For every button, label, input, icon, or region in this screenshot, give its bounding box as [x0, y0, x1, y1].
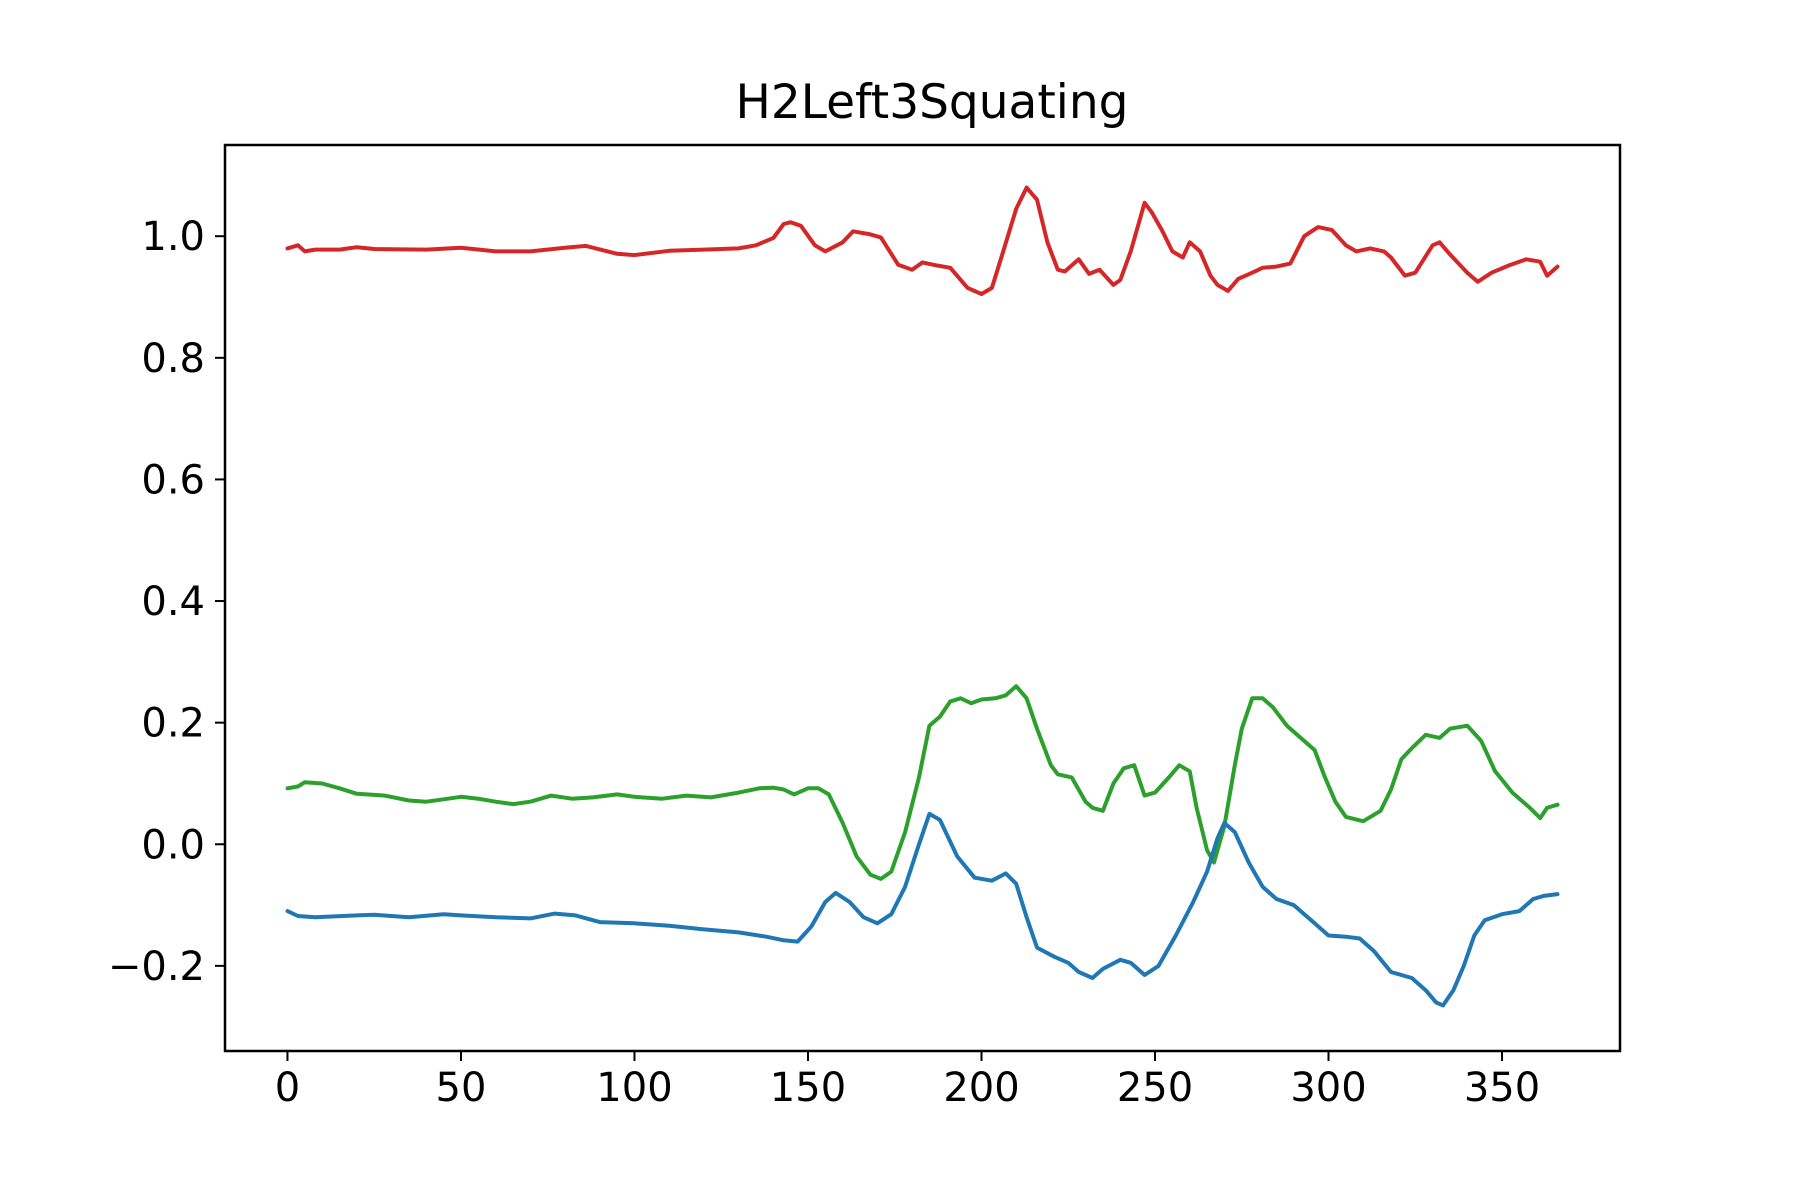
x-tick-label: 150: [770, 1065, 846, 1111]
y-tick-label: 0.6: [141, 457, 205, 503]
series-layer: [285, 185, 1560, 1008]
y-tick-label: 0.2: [141, 701, 205, 747]
y-tick-label: 0.8: [141, 336, 205, 382]
x-tick-label: 0: [275, 1065, 300, 1111]
y-tick-label: 0.0: [141, 822, 205, 868]
chart-title: H2Left3Squating: [736, 75, 1129, 130]
x-tick-label: 100: [596, 1065, 672, 1111]
plot-area-frame: [223, 143, 1622, 1053]
x-tick-label: 50: [436, 1065, 487, 1111]
y-tick-label: −0.2: [108, 944, 205, 990]
series-line-1: [285, 185, 1560, 296]
y-tick-label: 1.0: [141, 214, 205, 260]
y-axis: −0.2 0.0 0.2 0.4 0.6 0.8 1.0: [108, 214, 225, 990]
y-tick-label: 0.4: [141, 579, 205, 625]
x-axis: 0 50 100 150 200 250 300 350: [275, 1051, 1540, 1111]
x-tick-label: 300: [1290, 1065, 1366, 1111]
x-tick-label: 350: [1464, 1065, 1540, 1111]
x-tick-label: 200: [943, 1065, 1019, 1111]
series-line-3: [285, 811, 1560, 1008]
series-line-2: [285, 684, 1560, 881]
x-tick-label: 250: [1117, 1065, 1193, 1111]
